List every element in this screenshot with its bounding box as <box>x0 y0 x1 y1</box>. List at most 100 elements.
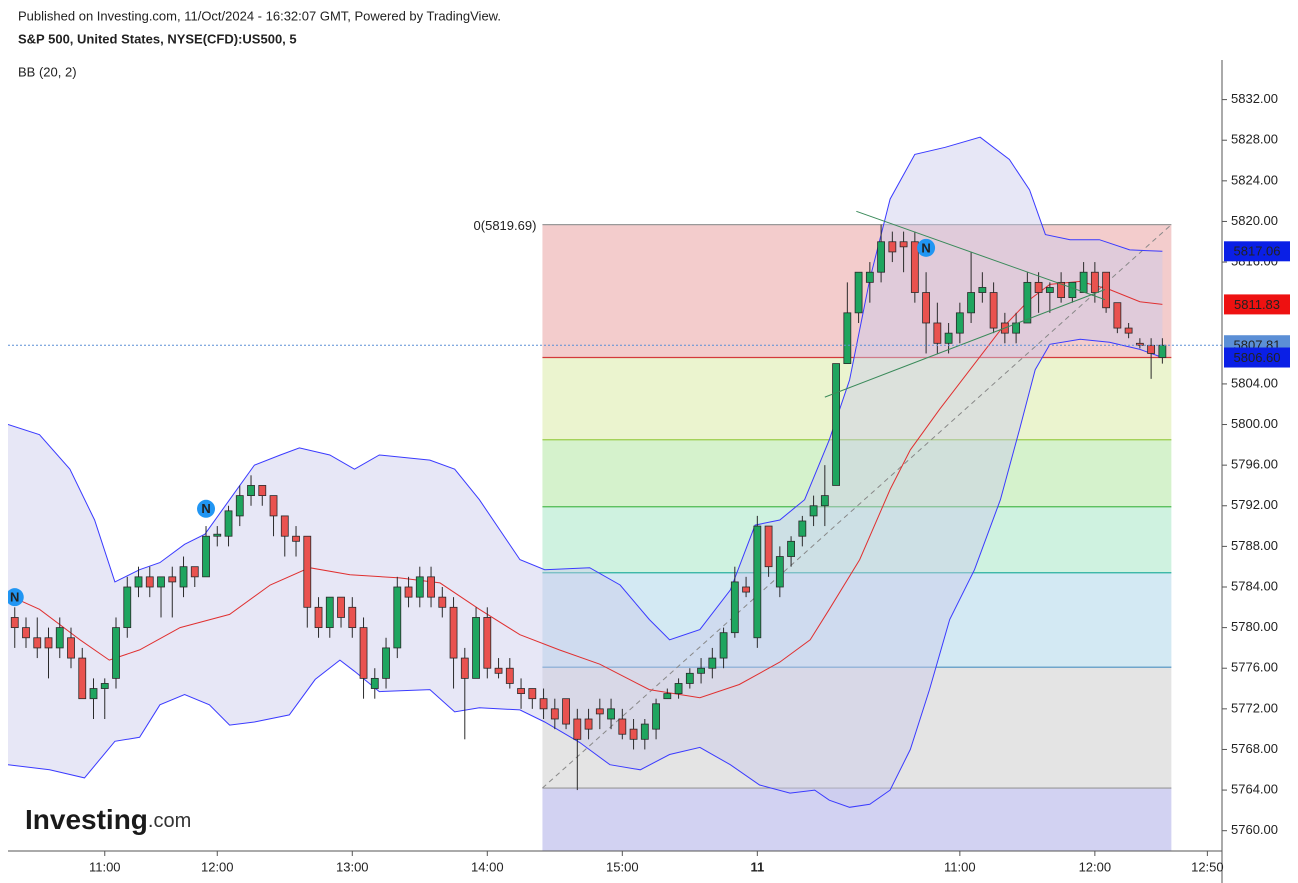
candle-body <box>1147 344 1156 354</box>
candle-body <box>640 723 649 740</box>
x-tick-label: 12:00 <box>1079 859 1112 874</box>
candle-body <box>494 667 503 674</box>
candle-body <box>1124 327 1133 334</box>
candle-body <box>280 515 289 537</box>
logo-name: Investing <box>25 804 148 835</box>
band-middle <box>8 280 1163 699</box>
news-marker-label: N <box>201 501 210 516</box>
news-marker-label: N <box>10 590 19 605</box>
y-tick-label: 5824.00 <box>1231 172 1278 187</box>
candle-body <box>978 287 987 293</box>
fib-trend <box>542 224 1172 789</box>
candle-body <box>584 718 593 730</box>
news-marker-label: N <box>921 240 930 255</box>
candle-body <box>1034 281 1043 293</box>
x-tick-label: 11 <box>750 859 764 874</box>
candle-body <box>618 718 627 735</box>
price-tag <box>1224 294 1290 315</box>
candle-body <box>22 627 30 639</box>
candle-body <box>989 292 998 329</box>
candle-body <box>764 525 773 568</box>
y-tick-label: 5792.00 <box>1231 497 1278 512</box>
x-tick-label: 13:00 <box>336 859 369 874</box>
candle-body <box>202 535 210 578</box>
candle-body <box>269 495 278 517</box>
logo-suffix: .com <box>148 810 191 832</box>
candle-body <box>854 271 863 314</box>
candle-body <box>179 566 188 588</box>
candle-body <box>314 606 323 629</box>
candle-body <box>922 292 930 324</box>
y-tick-label: 5768.00 <box>1231 741 1278 756</box>
trend-line <box>824 289 1106 398</box>
price-tag <box>1224 347 1290 368</box>
candle-body <box>404 586 413 598</box>
candle-body <box>359 627 368 679</box>
y-tick-label: 5800.00 <box>1231 416 1278 431</box>
y-tick-label: 5776.00 <box>1231 660 1278 675</box>
candle-body <box>775 556 784 588</box>
candle-body <box>652 703 660 730</box>
candle-body <box>1012 322 1021 334</box>
candle-body <box>787 540 795 557</box>
candle-body <box>955 312 964 334</box>
candle-body <box>798 520 807 537</box>
candle-body <box>370 677 379 689</box>
candle-body <box>562 698 570 725</box>
band-lower <box>8 338 1163 808</box>
y-tick-label: 5832.00 <box>1231 91 1278 106</box>
candle-body <box>944 332 953 344</box>
indicator-label: BB (20, 2) <box>18 64 77 79</box>
candle-body <box>719 632 728 659</box>
candle-body <box>742 586 750 593</box>
candle-body <box>190 566 199 578</box>
candle-body <box>539 698 548 710</box>
chart-title: S&P 500, United States, NYSE(CFD):US500,… <box>18 31 297 46</box>
candle-body <box>888 241 897 253</box>
candle-body <box>1113 302 1122 329</box>
candle-body <box>168 576 177 583</box>
candle-body <box>449 606 458 659</box>
candle-body <box>1090 271 1099 293</box>
candle-body <box>933 322 942 344</box>
candle-body <box>427 576 435 598</box>
candle-body <box>708 657 717 669</box>
candle-body <box>899 241 908 248</box>
candle-body <box>438 596 447 608</box>
candle-body <box>337 596 345 618</box>
candle-body <box>224 510 233 537</box>
news-marker <box>917 238 936 257</box>
candle-body <box>415 576 424 598</box>
candle-body <box>528 688 537 700</box>
candle-body <box>78 657 87 700</box>
candle-body <box>1023 281 1032 324</box>
candle-body <box>1057 281 1066 299</box>
y-tick-label: 5784.00 <box>1231 578 1278 593</box>
price-tag-label: 5817.06 <box>1234 244 1281 259</box>
x-tick-label: 11:00 <box>944 859 976 874</box>
price-tag-label: 5806.60 <box>1234 350 1281 365</box>
y-tick-label: 5772.00 <box>1231 700 1278 715</box>
candle-body <box>607 708 615 720</box>
candle-body <box>393 586 402 649</box>
candle-body <box>325 596 334 629</box>
band-upper <box>8 136 1163 641</box>
candle-body <box>89 688 98 700</box>
x-tick-label: 12:50 <box>1191 859 1224 874</box>
fib-zone <box>542 357 1172 440</box>
candle-body <box>134 576 143 588</box>
candle-body <box>247 485 255 497</box>
candle-body <box>303 535 312 608</box>
candle-body <box>157 576 165 588</box>
fib-label: 0(5819.69) <box>474 218 537 233</box>
trend-line <box>856 210 1106 301</box>
y-tick-label: 5788.00 <box>1231 538 1278 553</box>
candle-body <box>10 617 19 629</box>
candle-body <box>1079 271 1088 293</box>
candle-body <box>258 485 267 497</box>
fib-zone <box>542 506 1172 573</box>
candle-body <box>573 718 582 740</box>
x-tick-label: 11:00 <box>89 859 121 874</box>
candle-body <box>460 657 469 679</box>
